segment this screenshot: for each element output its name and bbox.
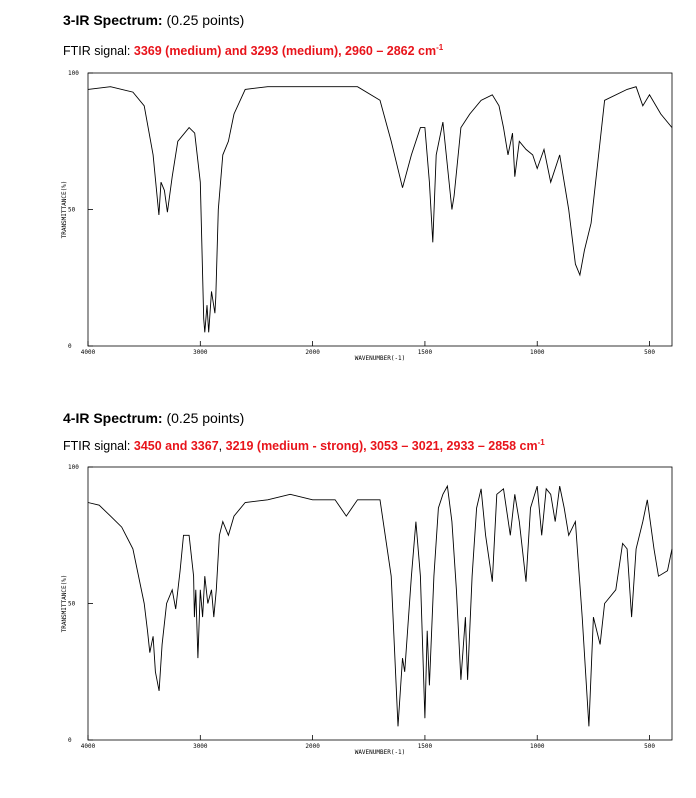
signal-text: 3450 and 3367 [133,439,219,454]
x-tick-label: 4000 [81,743,96,750]
y-axis-label: TRANSMITTANCE(%) [61,575,68,633]
signal-text: 3219 (medium - strong), 3053 – 3021, 293… [225,439,538,454]
y-tick-label: 100 [68,464,79,471]
y-tick-label: 50 [68,601,76,608]
x-tick-label: 2000 [305,349,320,356]
chart: 0 50 100 4000 3000 2000 1500 1000 500 WAVENUMBER(… [61,464,673,756]
x-tick-label: 500 [644,743,655,750]
title: 4-IR Spectrum: [63,410,163,426]
superscript: -1 [436,43,444,52]
x-axis-label: WAVENUMBER(-1) [355,355,406,362]
signal: FTIR signal: 3369 (medium) and 3293 (med… [63,43,443,58]
y-tick-label: 100 [68,70,79,77]
y-tick-label: 50 [68,207,76,214]
x-tick-label: 3000 [193,743,208,750]
signal: FTIR signal: 3450 and 3367, 3219 (medium… [63,438,545,453]
chart: 0 50 100 4000 3000 2000 1500 1000 500 WAVENUMBER(… [61,70,673,362]
points: (0.25 points) [166,410,245,426]
x-tick-label: 1000 [530,743,545,750]
points: (0.25 points) [166,12,245,28]
spectrum-line [87,86,673,333]
y-axis-label: TRANSMITTANCE(%) [61,181,68,239]
signal-label: FTIR signal: [63,439,131,454]
superscript: -1 [537,438,545,447]
heading: 3-IR Spectrum: (0.25 points) [63,12,244,28]
signal-text: , [218,439,226,454]
x-tick-label: 500 [644,349,655,356]
title: 3-IR Spectrum: [63,12,163,28]
signal-label: FTIR signal: [63,44,131,59]
x-tick-label: 3000 [193,349,208,356]
y-tick-label: 0 [68,343,72,350]
x-tick-label: 4000 [81,349,96,356]
plot-frame [87,72,673,347]
spectrum-line [87,484,673,727]
plot-frame [87,466,673,741]
heading: 4-IR Spectrum: (0.25 points) [63,410,244,426]
y-tick-label: 0 [68,737,72,744]
x-tick-label: 1500 [418,349,433,356]
x-axis-label: WAVENUMBER(-1) [355,749,406,756]
x-tick-label: 1500 [418,743,433,750]
signal-text: 3369 (medium) and 3293 (medium), 2960 – … [133,44,437,59]
x-tick-label: 2000 [305,743,320,750]
x-tick-label: 1000 [530,349,545,356]
